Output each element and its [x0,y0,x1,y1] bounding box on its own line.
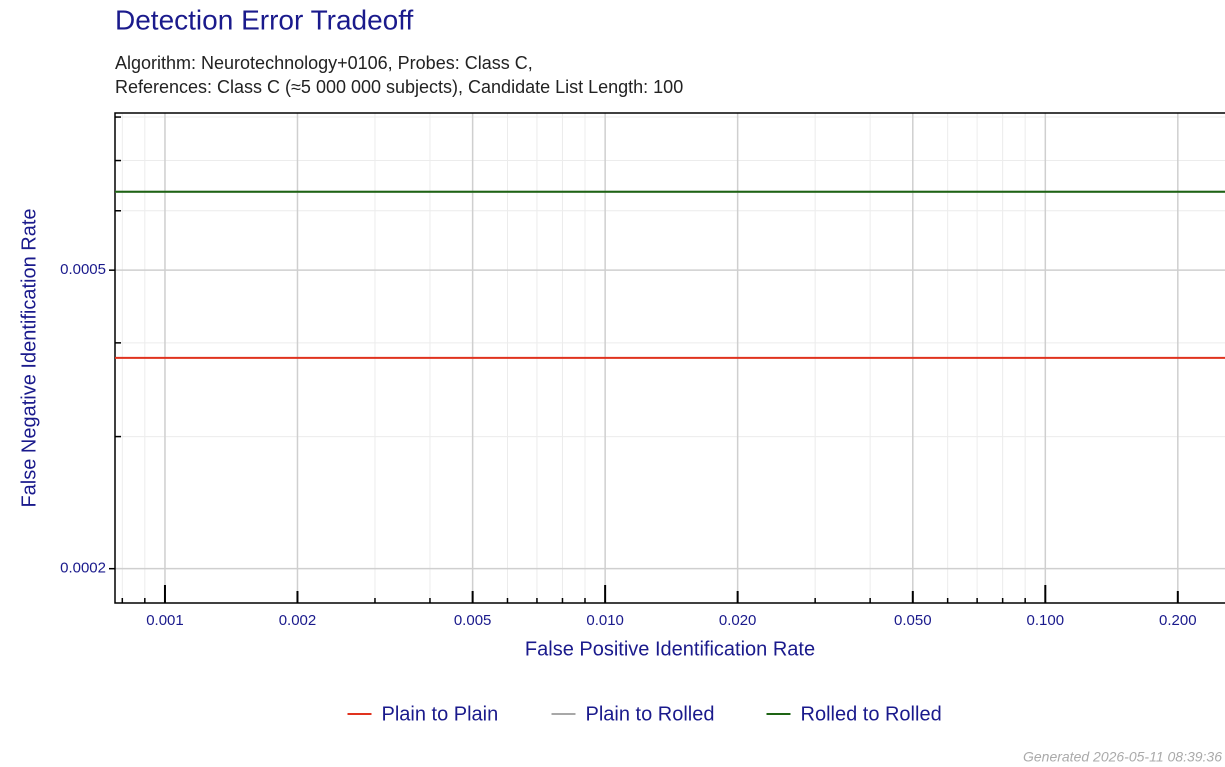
y-tick-label: 0.0005 [60,261,106,278]
x-tick-label: 0.020 [719,612,757,629]
x-tick-label: 0.002 [279,612,317,629]
x-tick-label: 0.010 [586,612,624,629]
chart-subtitle: Algorithm: Neurotechnology+0106, Probes:… [115,53,533,73]
legend-label: Rolled to Rolled [801,703,942,725]
legend-label: Plain to Plain [382,703,499,725]
x-tick-label: 0.001 [146,612,184,629]
x-tick-label: 0.200 [1159,612,1197,629]
legend-label: Plain to Rolled [586,703,715,725]
footer: Generated 2026-05-11 08:39:36 [1023,749,1222,765]
chart-title: Detection Error Tradeoff [115,4,414,35]
y-axis-label: False Negative Identification Rate [18,208,40,507]
x-tick-label: 0.100 [1027,612,1065,629]
x-axis-label: False Positive Identification Rate [525,638,815,660]
chart-subtitle: References: Class C (≈5 000 000 subjects… [115,77,683,97]
x-tick-label: 0.050 [894,612,932,629]
y-tick-label: 0.0002 [60,560,106,577]
x-tick-label: 0.005 [454,612,492,629]
